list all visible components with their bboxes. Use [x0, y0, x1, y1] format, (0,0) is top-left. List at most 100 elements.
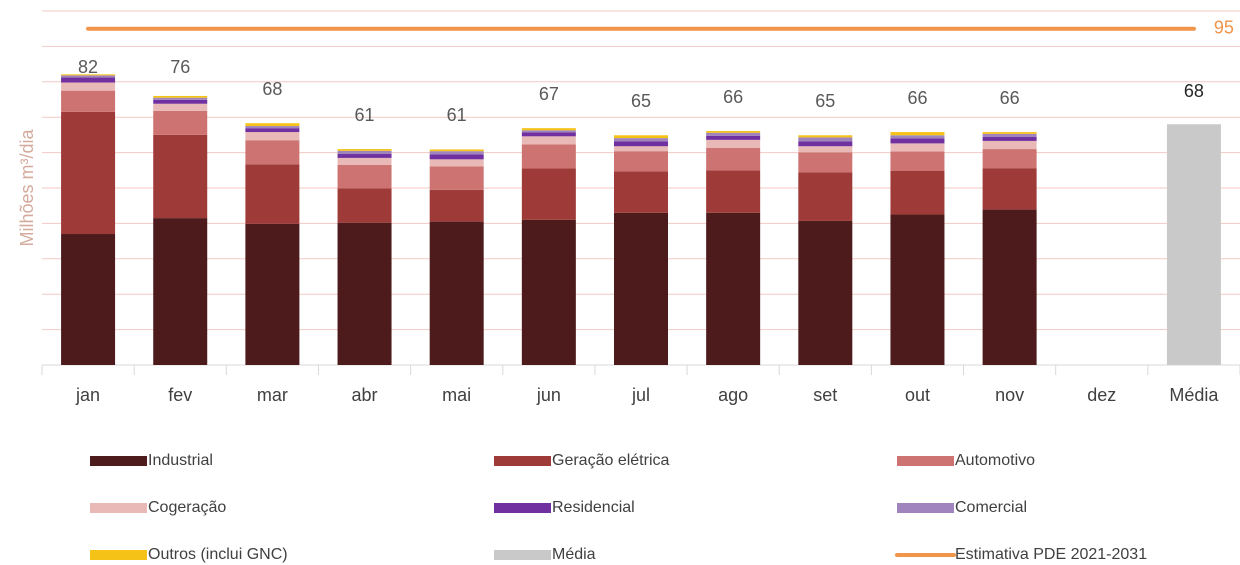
bar-segment	[337, 222, 392, 365]
bar-segment	[890, 151, 945, 171]
legend-swatch	[897, 456, 954, 466]
bar-segment	[337, 188, 392, 223]
x-tick-label: jul	[631, 385, 650, 405]
bar-segment	[429, 149, 484, 152]
bar-segment	[982, 209, 1037, 365]
legend-label: Automotivo	[955, 452, 1035, 469]
bar-segment	[982, 137, 1037, 141]
bar-segment	[245, 126, 300, 129]
bar-segment	[153, 97, 208, 100]
bar-segment	[337, 149, 392, 151]
legend-swatch	[494, 550, 551, 560]
legend-label: Estimativa PDE 2021-2031	[955, 546, 1147, 563]
bar-segment	[429, 166, 484, 190]
bar-segment	[153, 218, 208, 365]
bar-segment	[429, 154, 484, 160]
x-tick-label: abr	[352, 385, 378, 405]
bar-segment	[890, 138, 945, 144]
x-tick-label: jan	[75, 385, 100, 405]
bar-segment	[61, 234, 116, 365]
bar-segment	[890, 170, 945, 215]
bar-segment	[153, 99, 208, 104]
x-tick-label: jun	[536, 385, 561, 405]
y-axis-label: Milhões m³/dia	[17, 128, 37, 246]
legend-label: Média	[552, 546, 596, 563]
bar-segment	[706, 135, 761, 140]
total-label: 66	[907, 88, 927, 108]
total-label: 61	[355, 105, 375, 125]
bar-segment	[337, 164, 392, 189]
bar-segment	[429, 151, 484, 155]
bar-segment	[614, 141, 668, 147]
legend-swatch	[897, 503, 954, 513]
bar-segment	[521, 132, 576, 137]
bar-segment	[982, 140, 1037, 150]
x-tick-label: mar	[257, 385, 288, 405]
bar-segment	[982, 132, 1037, 134]
bar-segment	[706, 131, 761, 133]
total-label: 67	[539, 84, 559, 104]
x-tick-label: dez	[1087, 385, 1116, 405]
x-tick-label: nov	[995, 385, 1024, 405]
legend-label: Residencial	[552, 499, 635, 516]
bar-segment	[521, 168, 576, 220]
bar-segment	[614, 146, 668, 152]
bar-segment	[337, 154, 392, 158]
legend-label: Cogeração	[148, 499, 226, 516]
bar-segment	[429, 159, 484, 167]
bar-segment	[429, 189, 484, 222]
total-label: 76	[170, 57, 190, 77]
total-label: 66	[723, 87, 743, 107]
legend-label: Geração elétrica	[552, 452, 669, 469]
bar-segment	[982, 168, 1037, 210]
bar-segment	[706, 170, 761, 213]
bar-segment	[706, 147, 761, 171]
bar-segment	[614, 171, 668, 213]
bar-segment	[798, 146, 853, 153]
bar-segment	[890, 214, 945, 365]
bar-segment	[521, 130, 576, 133]
data-label: 68	[1184, 81, 1204, 101]
bar-segment	[245, 223, 300, 365]
x-tick-label: mai	[442, 385, 471, 405]
x-tick-label: set	[813, 385, 837, 405]
legend-swatch	[90, 550, 147, 560]
bar-segment	[614, 138, 668, 142]
x-tick-label: out	[905, 385, 930, 405]
bar-segment	[1166, 124, 1221, 365]
bar-segment	[61, 82, 116, 91]
x-tick-label: ago	[718, 385, 748, 405]
bar-segment	[61, 111, 116, 235]
bar-segment	[798, 220, 853, 365]
total-label: 68	[262, 79, 282, 99]
bar-segment	[521, 219, 576, 365]
bar-segment	[337, 150, 392, 155]
bar-segment	[245, 132, 300, 141]
total-label: 82	[78, 57, 98, 77]
bar-segment	[61, 77, 116, 83]
legend-label: Industrial	[148, 452, 213, 469]
x-tick-label: fev	[168, 385, 192, 405]
total-label: 66	[1000, 88, 1020, 108]
bar-segment	[337, 157, 392, 165]
bar-segment	[153, 95, 208, 98]
bar-segment	[153, 134, 208, 219]
bar-segment	[982, 133, 1037, 138]
bar-segment	[706, 132, 761, 136]
bar-segment	[245, 123, 300, 127]
bar-segment	[798, 172, 853, 221]
bar-segment	[890, 132, 945, 136]
legend-swatch	[90, 503, 147, 513]
legend-swatch	[494, 503, 551, 513]
bar-segment	[890, 135, 945, 139]
bar-segment	[153, 103, 208, 111]
bar-segment	[61, 75, 116, 78]
bar-segment	[798, 152, 853, 173]
bar-segment	[890, 143, 945, 152]
bar-segment	[706, 212, 761, 365]
total-label: 65	[631, 91, 651, 111]
x-tick-label: Média	[1169, 385, 1219, 405]
bar-segment	[706, 139, 761, 148]
legend-label: Comercial	[955, 499, 1027, 516]
